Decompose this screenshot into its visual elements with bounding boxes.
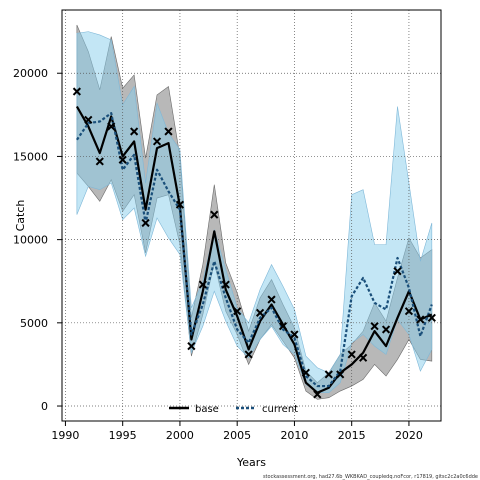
obs-marker-2005 (233, 307, 242, 316)
obs-marker-2002 (198, 280, 207, 289)
legend-label-current: current (262, 404, 298, 415)
obs-marker-2012 (313, 390, 322, 399)
series-lines (75, 105, 433, 394)
plot-frame (61, 9, 442, 422)
obs-marker-2008 (267, 295, 276, 304)
footnote: stockassessment.org, had27.6b_WKBKAD_cou… (263, 474, 478, 480)
obs-marker-1998 (152, 137, 162, 146)
obs-marker-2014 (336, 370, 345, 379)
obs-marker-2003 (210, 210, 219, 219)
obs-marker-1992 (84, 115, 93, 124)
obs-marker-1991 (72, 87, 81, 96)
y-tick-label-15000: 15000 (13, 150, 48, 163)
grid-lines (62, 10, 441, 421)
obs-marker-1993 (95, 157, 104, 166)
obs-marker-2004 (221, 280, 230, 289)
obs-marker-2013 (324, 370, 333, 379)
series-line-current (75, 112, 433, 388)
legend: base current (169, 404, 298, 415)
x-tick-label-2010: 2010 (280, 429, 308, 442)
x-tick-label-2005: 2005 (223, 429, 251, 442)
obs-marker-2022 (427, 313, 436, 322)
y-tick-label-10000: 10000 (13, 234, 48, 247)
y-axis-title: Catch (14, 200, 27, 232)
obs-marker-2021 (416, 315, 425, 324)
legend-label-base: base (195, 404, 219, 415)
obs-marker-1995 (118, 155, 127, 164)
obs-marker-1997 (141, 218, 150, 228)
obs-marker-2018 (381, 325, 391, 334)
observation-markers (72, 87, 436, 399)
y-axis: 0 5000 10000 15000 20000 (13, 67, 62, 413)
obs-marker-2006 (244, 350, 253, 359)
x-tick-label-1990: 1990 (51, 429, 79, 442)
y-tick-label-0: 0 (41, 400, 48, 413)
obs-marker-2019 (393, 267, 402, 276)
x-tick-label-2000: 2000 (166, 429, 194, 442)
y-tick-label-5000: 5000 (20, 317, 48, 330)
obs-marker-2015 (347, 350, 356, 359)
x-tick-label-2015: 2015 (338, 429, 366, 442)
x-axis: 1990 1995 2000 2005 2010 2015 2020 (51, 421, 423, 442)
obs-marker-2007 (255, 308, 265, 317)
obs-marker-1999 (164, 127, 173, 136)
obs-marker-1994 (107, 122, 116, 131)
obs-marker-2016 (359, 353, 368, 362)
obs-marker-2010 (290, 330, 299, 339)
obs-marker-2020 (404, 307, 414, 316)
x-tick-label-1995: 1995 (109, 429, 137, 442)
obs-marker-2017 (370, 322, 379, 331)
y-tick-label-20000: 20000 (13, 67, 48, 80)
x-tick-label-2020: 2020 (395, 429, 423, 442)
obs-marker-2009 (278, 322, 288, 331)
obs-marker-2000 (175, 200, 185, 209)
obs-marker-2011 (301, 368, 310, 377)
confidence-bands (76, 24, 433, 400)
obs-marker-1996 (130, 127, 139, 136)
x-axis-title: Years (236, 456, 266, 469)
obs-marker-2001 (187, 342, 196, 351)
series-line-base (75, 105, 433, 394)
